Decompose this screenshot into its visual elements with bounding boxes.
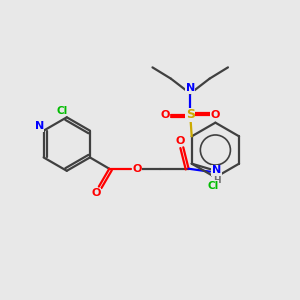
Text: N: N [186, 83, 195, 93]
Text: O: O [133, 164, 142, 174]
Text: N: N [34, 121, 44, 131]
Text: O: O [91, 188, 101, 198]
Text: N: N [212, 165, 221, 175]
Text: O: O [175, 136, 184, 146]
Text: O: O [211, 110, 220, 120]
Text: S: S [186, 108, 195, 122]
Text: H: H [213, 176, 220, 184]
Text: Cl: Cl [57, 106, 68, 116]
Text: Cl: Cl [207, 181, 219, 191]
Text: O: O [160, 110, 170, 120]
